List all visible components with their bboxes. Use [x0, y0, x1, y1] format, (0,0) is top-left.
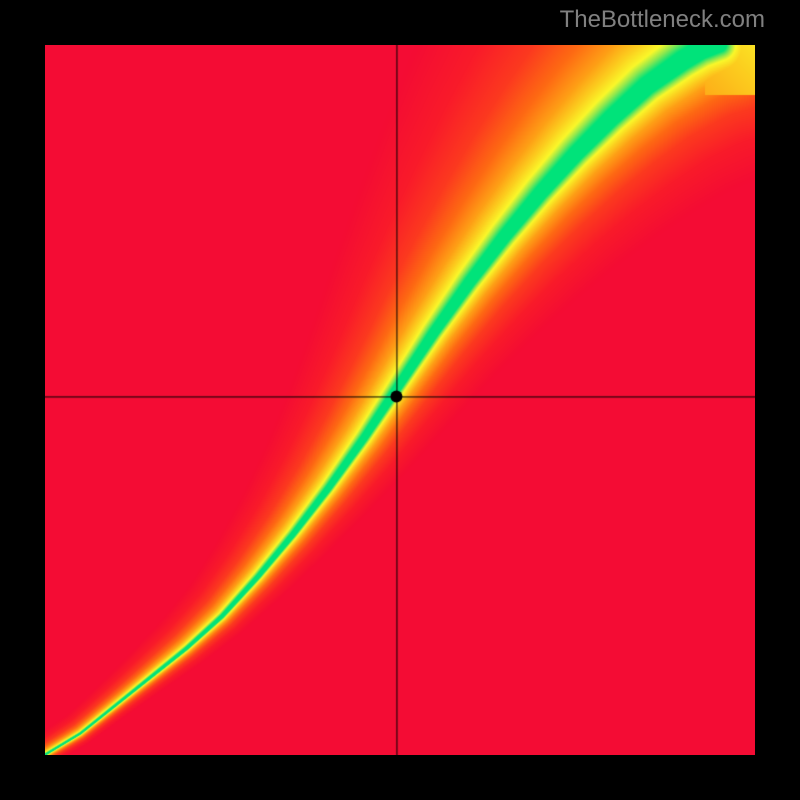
watermark-text: TheBottleneck.com [560, 6, 765, 34]
chart-container: TheBottleneck.com [0, 0, 800, 800]
bottleneck-heatmap [45, 45, 755, 755]
